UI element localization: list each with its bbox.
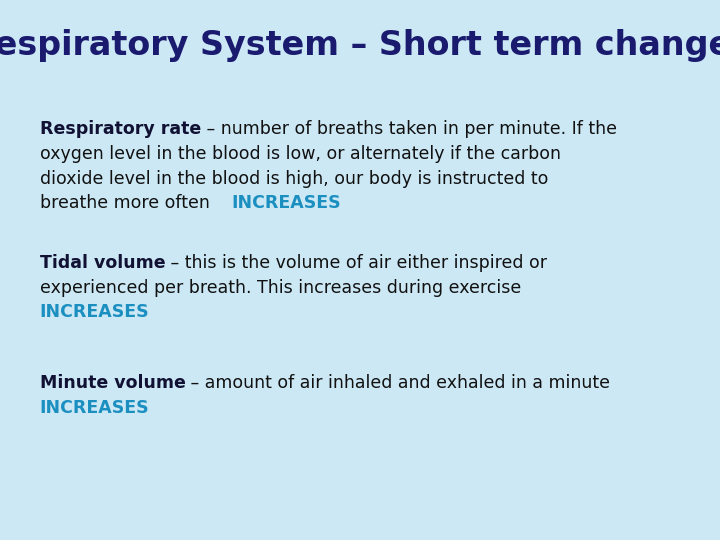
Text: Tidal volume: Tidal volume xyxy=(40,254,165,272)
Text: Minute volume: Minute volume xyxy=(40,374,186,391)
Text: dioxide level in the blood is high, our body is instructed to: dioxide level in the blood is high, our … xyxy=(40,170,548,187)
Text: oxygen level in the blood is low, or alternately if the carbon: oxygen level in the blood is low, or alt… xyxy=(40,145,561,163)
Text: Respiratory rate: Respiratory rate xyxy=(40,120,201,138)
Text: breathe more often: breathe more often xyxy=(40,194,231,212)
Text: – number of breaths taken in per minute. If the: – number of breaths taken in per minute.… xyxy=(201,120,617,138)
Text: INCREASES: INCREASES xyxy=(231,194,341,212)
Text: INCREASES: INCREASES xyxy=(40,399,149,416)
Text: Respiratory System – Short term changes: Respiratory System – Short term changes xyxy=(0,29,720,63)
Text: INCREASES: INCREASES xyxy=(40,303,149,321)
Text: – amount of air inhaled and exhaled in a minute: – amount of air inhaled and exhaled in a… xyxy=(186,374,611,391)
Text: – this is the volume of air either inspired or: – this is the volume of air either inspi… xyxy=(165,254,547,272)
Text: experienced per breath. This increases during exercise: experienced per breath. This increases d… xyxy=(40,279,521,296)
